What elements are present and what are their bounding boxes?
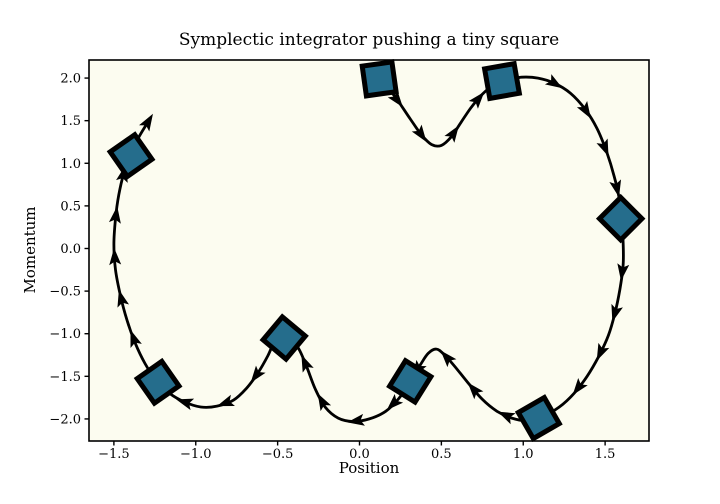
y-tick-label: −1.5 [49,370,81,385]
flow-arrowhead [130,329,142,348]
flow-arrowhead [596,342,610,361]
y-tick-label: 0.0 [60,242,81,257]
squares-group [106,59,646,442]
flow-arrowhead [317,393,332,412]
flow-arrowhead [497,411,516,425]
flow-arrowhead [387,90,403,108]
flow-arrowhead [216,394,235,407]
flow-arrowhead [117,289,130,308]
x-tick-label: −1.0 [180,447,212,462]
x-tick-label: 1.5 [595,447,616,462]
x-axis-label: Position [338,459,400,477]
chart-title: Symplectic integrator pushing a tiny squ… [178,30,560,50]
x-tick-label: −1.5 [98,447,130,462]
flow-arrowhead [617,263,630,281]
axes-spines [88,59,650,442]
flow-arrowhead [250,365,266,383]
x-tick-label: 0.0 [349,447,370,462]
y-tick-label: −0.5 [49,285,81,300]
flow-arrowhead [444,125,459,143]
x-tick-label: 0.5 [431,447,452,462]
flow-arrowhead [467,382,484,400]
flow-arrowhead [301,354,314,373]
flow-arrowhead [411,124,427,142]
x-tick-label: 1.0 [513,447,534,462]
y-tick-label: −1.0 [49,327,81,342]
phase-square-marker [481,60,523,102]
phase-square-marker [386,357,435,406]
flow-arrowhead [347,413,365,426]
y-tick-label: 1.0 [60,157,81,172]
flow-arrowhead [544,74,563,89]
phase-square-marker [133,357,183,407]
flow-arrowhead [572,378,588,396]
y-tick-label: 2.0 [60,72,81,87]
phase-square-marker [106,131,156,180]
flow-arrowhead [468,91,485,109]
y-tick-label: 0.5 [60,199,81,214]
phase-square-marker [514,394,563,442]
phase-square-marker [359,59,399,99]
x-tick-label: −0.5 [262,447,294,462]
y-axis-label: Momentum [21,206,39,294]
flow-arrowhead [139,113,153,132]
flow-arrowhead [176,398,195,411]
flow-arrowhead [109,247,122,266]
flow-arrowhead [440,350,457,368]
flow-arrowhead [611,303,623,322]
flow-arrowhead [609,179,622,198]
y-tick-label: −2.0 [49,412,81,427]
flow-arrowhead [386,394,404,411]
flow-arrowhead [596,138,609,157]
ticks-group: −1.5 −1.0 −0.5 0.0 0.5 1.0 1.5 2.0 1.5 1.0 0.5 0.0 −… [49,72,615,462]
phase-square-marker [595,193,646,244]
plot-area [89,60,649,441]
flow-arrowhead [576,100,591,119]
y-tick-label: 1.5 [60,114,81,129]
phase-square-marker [259,313,309,363]
flow-arrowhead [108,206,121,224]
